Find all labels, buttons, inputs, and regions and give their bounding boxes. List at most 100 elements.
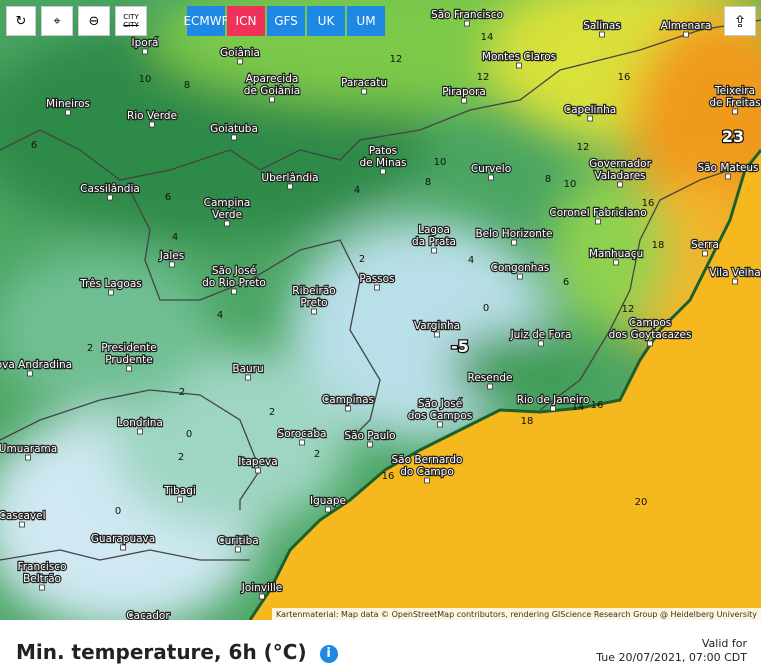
- city-dot: [224, 220, 230, 227]
- city-label: São José: [418, 398, 462, 410]
- contour-label: 16: [618, 72, 631, 83]
- model-button[interactable]: UK: [307, 6, 345, 36]
- contour-label: 6: [31, 140, 37, 151]
- city-label: de Goiânia: [244, 85, 300, 97]
- city-dot: [587, 115, 593, 122]
- city-label: São José: [212, 265, 256, 277]
- city-dot: [599, 31, 605, 38]
- city-label: Prudente: [105, 354, 152, 366]
- contour-label: 12: [622, 304, 635, 315]
- city-dot: [255, 467, 261, 474]
- city-dot: [367, 441, 373, 448]
- city-label: Mineiros: [46, 98, 90, 110]
- city-label: da Prata: [412, 236, 456, 248]
- city-label: Vila Velha: [709, 267, 760, 279]
- city-label: Francisco: [17, 561, 66, 573]
- city-label: Goiânia: [220, 47, 260, 59]
- city-label: Manhuaçu: [589, 248, 643, 260]
- city-label: dos Goytacazes: [609, 329, 692, 341]
- model-button[interactable]: UM: [347, 6, 385, 36]
- city-label: Montes Claros: [482, 51, 556, 63]
- info-icon[interactable]: i: [319, 645, 338, 663]
- contour-label: -5: [451, 337, 469, 356]
- contour-label: 8: [184, 80, 190, 91]
- model-button[interactable]: ECMWF: [183, 6, 229, 36]
- city-label: de Freitas: [709, 97, 760, 109]
- city-label: Patos: [369, 145, 397, 157]
- refresh-button[interactable]: ↻: [6, 6, 36, 36]
- model-button[interactable]: ICN: [227, 6, 265, 36]
- city-dot: [269, 96, 275, 103]
- city-label: Almenara: [661, 20, 712, 32]
- city-label: Umuarama: [0, 443, 57, 455]
- contour-label: 10: [564, 179, 577, 190]
- ocean: [250, 150, 761, 620]
- city-dot: [461, 97, 467, 104]
- city-dot: [27, 370, 33, 377]
- locate-button[interactable]: ⌖: [41, 6, 73, 36]
- city-label: Campos: [629, 317, 672, 329]
- city-dot: [617, 181, 623, 188]
- city-dot: [647, 340, 653, 347]
- city-dot: [126, 365, 132, 372]
- city-dot: [595, 218, 601, 225]
- contour-label: 6: [563, 277, 569, 288]
- city-label: Governador: [589, 158, 652, 170]
- city-label: Londrina: [117, 417, 163, 429]
- contour-label: 16: [591, 400, 604, 411]
- model-button[interactable]: GFS: [267, 6, 305, 36]
- city-label: do Rio Preto: [202, 277, 266, 289]
- city-dot: [424, 477, 430, 484]
- city-label: Curvelo: [471, 163, 511, 175]
- city-label: Sorocaba: [278, 428, 327, 440]
- city-dot: [287, 183, 293, 190]
- contour-label: 18: [521, 416, 534, 427]
- zoom-out-button[interactable]: ⊖: [78, 6, 110, 36]
- city-dot: [487, 383, 493, 390]
- contour-label: 4: [172, 232, 178, 243]
- city-label: Cassilândia: [80, 183, 140, 195]
- valid-time-text: Tue 20/07/2021, 07:00 CDT: [596, 651, 747, 664]
- city-dot: [107, 194, 113, 201]
- city-label: Preto: [300, 297, 327, 309]
- contour-label: 2: [269, 407, 275, 418]
- contour-label: 20: [635, 497, 648, 508]
- city-label: São Paulo: [344, 430, 395, 442]
- city-label: Presidente: [101, 342, 156, 354]
- contour-label: 4: [217, 310, 223, 321]
- city-dot: [732, 108, 738, 115]
- city-dot: [325, 506, 331, 513]
- city-button-label: CITY: [123, 21, 139, 29]
- city-dot: [19, 521, 25, 528]
- city-label: Aparecida: [246, 73, 299, 85]
- city-dot: [613, 259, 619, 266]
- city-button[interactable]: CITY CITY: [115, 6, 147, 36]
- city-label: Jales: [159, 250, 184, 262]
- city-label: Bauru: [232, 363, 263, 375]
- contour-label: 23: [722, 127, 744, 146]
- city-dot: [259, 593, 265, 600]
- city-label: Juiz de Fora: [510, 329, 572, 341]
- city-label: Itapeva: [238, 456, 277, 468]
- attribution: Kartenmaterial: Map data © OpenStreetMap…: [276, 610, 757, 619]
- city-dot: [464, 20, 470, 27]
- contour-label: 12: [477, 72, 490, 83]
- city-label: Joinville: [241, 582, 283, 594]
- city-label: Cascavel: [0, 510, 46, 522]
- city-dot: [725, 173, 731, 180]
- map: São Francisco Salinas Almenara Iporá Goiânia…: [0, 0, 761, 620]
- city-label: São Francisco: [431, 9, 503, 21]
- city-label: Iguape: [310, 495, 346, 507]
- city-label: Goiatuba: [210, 123, 258, 135]
- city-button-label: CITY: [123, 13, 139, 21]
- city-dot: [142, 48, 148, 55]
- share-button[interactable]: ⇪: [724, 6, 756, 36]
- city-dot: [231, 134, 237, 141]
- city-dot: [137, 428, 143, 435]
- city-dot: [311, 308, 317, 315]
- city-label: Salinas: [583, 20, 621, 32]
- city-label: Congonhas: [491, 262, 550, 274]
- city-label: Iporá: [132, 37, 159, 49]
